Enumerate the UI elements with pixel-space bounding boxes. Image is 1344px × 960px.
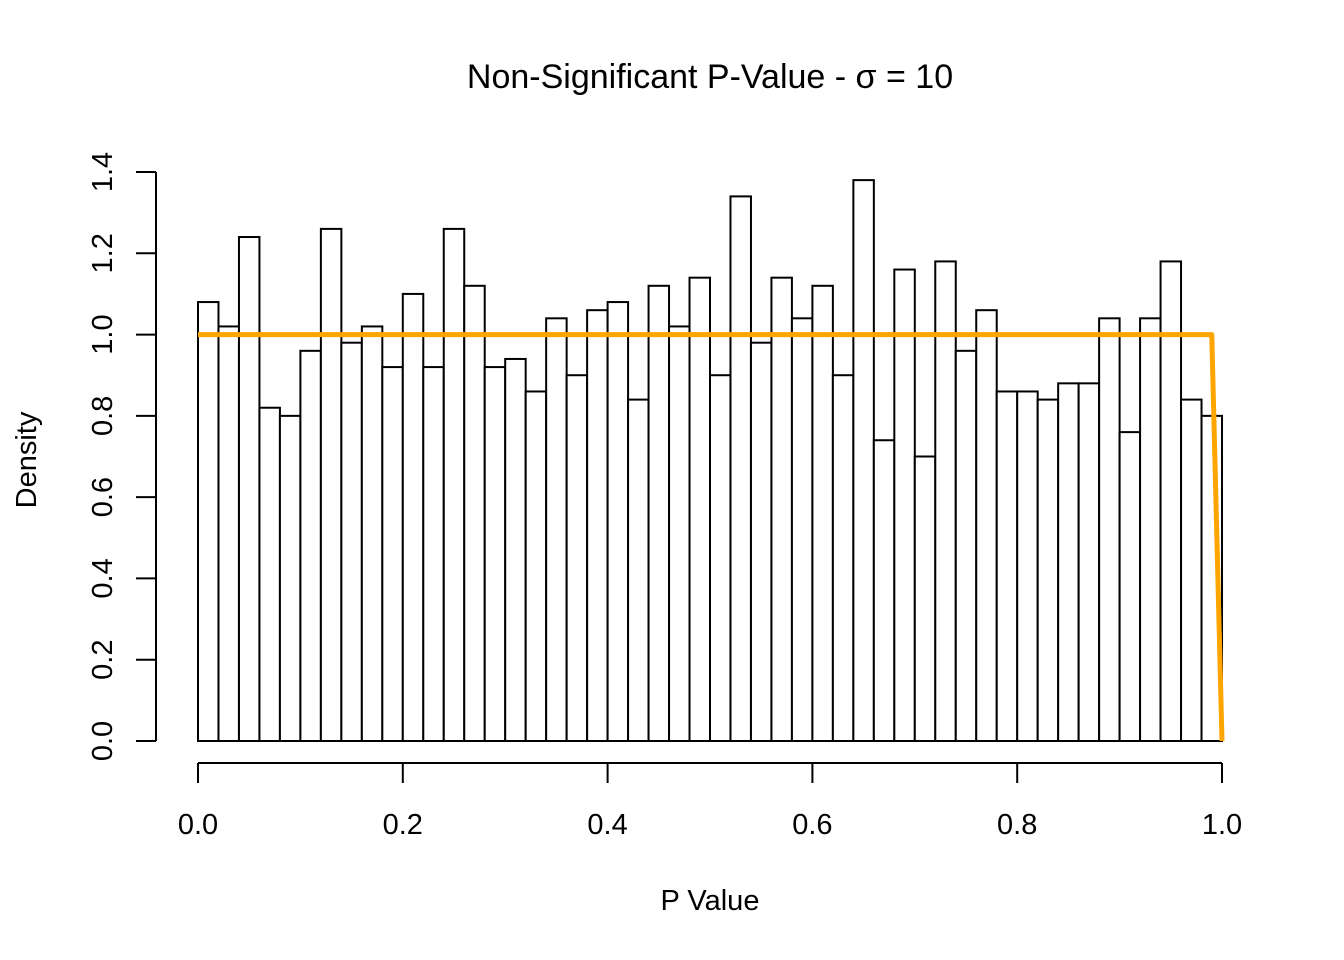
histogram-bar — [1180, 398, 1203, 742]
y-tick-label: 0.0 — [87, 721, 119, 761]
histogram-bar — [319, 227, 343, 742]
histogram-bar — [1036, 398, 1060, 742]
y-tick-label: 1.0 — [87, 314, 119, 354]
histogram-bar — [565, 374, 589, 742]
histogram-bar — [647, 284, 671, 742]
histogram-bar — [217, 325, 240, 742]
histogram-bar — [545, 317, 568, 742]
histogram-bar — [299, 349, 322, 742]
y-tick-label: 0.8 — [87, 396, 119, 436]
y-tick-label: 0.6 — [87, 477, 119, 517]
histogram-bar — [340, 341, 363, 742]
histogram-bar — [811, 284, 834, 742]
x-axis: 0.0 0.2 0.4 0.6 0.8 1.0 — [178, 762, 1242, 841]
histogram-bar — [995, 390, 1019, 742]
histogram-bar — [668, 325, 691, 742]
histogram-bar — [852, 179, 875, 742]
histogram-bar — [381, 366, 404, 742]
histogram-bar — [954, 349, 978, 742]
y-axis: 0.0 0.2 0.4 0.6 0.8 1.0 1.2 1.4 — [87, 152, 157, 761]
histogram-bar — [278, 414, 302, 742]
x-tick-label: 0.2 — [383, 809, 423, 841]
histogram-bar — [483, 366, 507, 742]
histogram-bar — [258, 406, 281, 742]
histogram-bar — [893, 268, 916, 742]
y-axis-label: Density — [11, 411, 43, 508]
histogram-bar — [422, 366, 445, 742]
bars-group — [197, 179, 1224, 742]
histogram-bar — [913, 455, 937, 742]
x-tick-label: 0.0 — [178, 809, 218, 841]
histogram-bar — [1118, 431, 1142, 742]
histogram-bar — [1057, 382, 1080, 742]
x-tick-label: 0.6 — [792, 809, 832, 841]
histogram-bar — [197, 301, 220, 742]
histogram-bar — [586, 309, 609, 742]
histogram-bar — [237, 236, 261, 742]
uniform-density-line — [198, 332, 1225, 742]
histogram-bar — [975, 309, 998, 742]
histogram-bar — [790, 317, 814, 742]
histogram-bar — [831, 374, 855, 742]
y-tick-label: 1.2 — [87, 233, 119, 273]
x-tick-label: 0.4 — [587, 809, 627, 841]
y-tick-label: 0.2 — [87, 640, 119, 680]
histogram-bar — [1077, 382, 1101, 742]
histogram-bar — [872, 439, 896, 742]
histogram-bar — [688, 276, 712, 742]
y-tick-label: 0.4 — [87, 558, 119, 598]
histogram-bar — [504, 357, 527, 742]
histogram-bar — [463, 284, 486, 742]
x-axis-label: P Value — [661, 885, 760, 917]
histogram-bar — [401, 292, 425, 742]
x-tick-label: 1.0 — [1202, 809, 1242, 841]
histogram-bar — [729, 195, 752, 742]
histogram-bar — [627, 398, 650, 742]
histogram-bar — [606, 301, 630, 742]
overlay-group — [198, 332, 1225, 742]
chart-title: Non-Significant P-Value - σ = 10 — [467, 58, 953, 96]
y-tick-label: 1.4 — [87, 152, 119, 192]
histogram-bar — [442, 227, 466, 742]
histogram-bar — [749, 341, 773, 742]
histogram-bar — [1016, 390, 1039, 742]
histogram-bar — [770, 276, 793, 742]
histogram-bar — [709, 374, 732, 742]
histogram-bar — [360, 325, 384, 742]
histogram-bar — [524, 390, 548, 742]
histogram-bar — [1139, 317, 1162, 742]
x-tick-label: 0.8 — [997, 809, 1037, 841]
histogram-bar — [1098, 317, 1121, 742]
